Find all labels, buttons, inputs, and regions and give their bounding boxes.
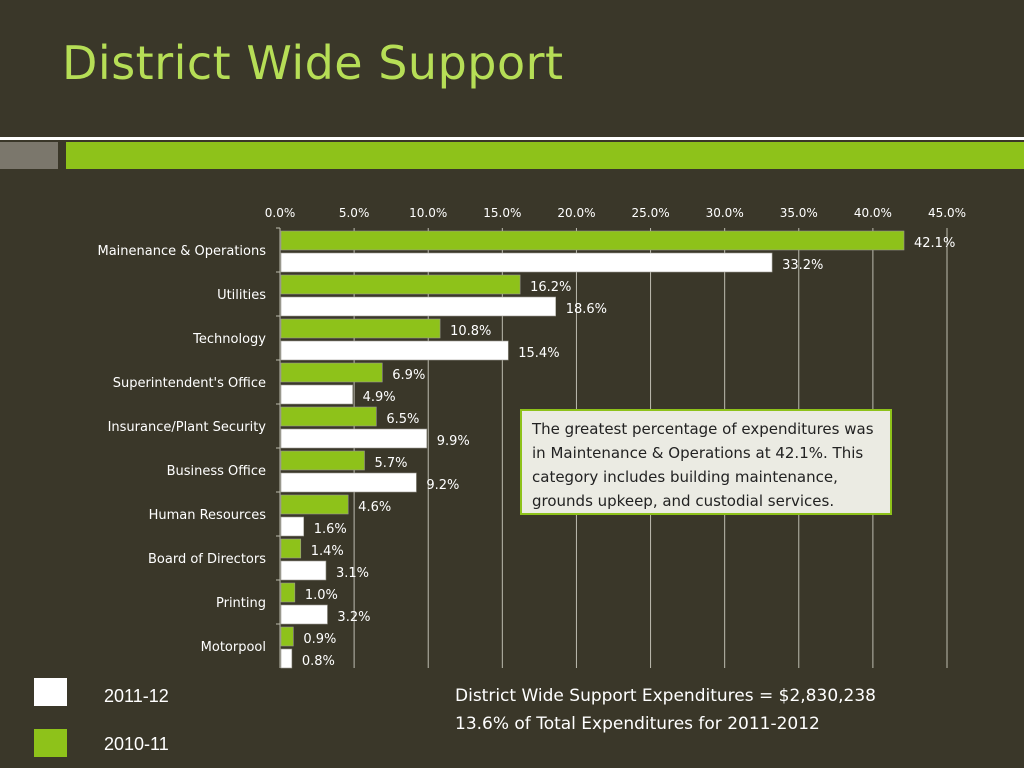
data-label: 1.0%	[305, 588, 338, 603]
bar-2011-12	[280, 428, 428, 449]
footnote-percent-of-total: 13.6% of Total Expenditures for 2011-201…	[455, 714, 820, 734]
data-label: 4.9%	[363, 390, 396, 405]
data-label: 4.6%	[358, 500, 391, 515]
bar-2011-12	[280, 296, 556, 317]
data-label: 3.1%	[336, 566, 369, 581]
footnote-total-expenditures: District Wide Support Expenditures = $2,…	[455, 686, 876, 706]
category-label: Board of Directors	[148, 552, 266, 567]
category-label: Superintendent's Office	[113, 376, 266, 391]
x-tick-label: 20.0%	[557, 206, 595, 220]
bar-2010-11	[280, 318, 441, 339]
bar-chart: 0.0% 5.0% 10.0% 15.0% 20.0% 25.0% 30.0% 35.0% 40…	[98, 206, 967, 669]
legend-label-2010-11: 2010-11	[104, 734, 169, 754]
bar-2011-12	[280, 516, 305, 537]
x-tick-label: 30.0%	[706, 206, 744, 220]
bar-2011-12	[280, 472, 417, 493]
bar-2010-11	[280, 538, 302, 559]
bar-2010-11	[280, 406, 377, 427]
data-label: 16.2%	[530, 280, 571, 295]
accent-block-gray	[0, 142, 58, 169]
category-label: Human Resources	[149, 508, 267, 523]
data-label: 0.8%	[302, 654, 335, 669]
slide-title: District Wide Support	[62, 36, 564, 90]
bar-2011-12	[280, 340, 509, 361]
x-tick-label: 10.0%	[409, 206, 447, 220]
data-label: 6.5%	[386, 412, 419, 427]
x-tick-label: 45.0%	[928, 206, 966, 220]
data-label: 18.6%	[566, 302, 607, 317]
x-tick-label: 35.0%	[780, 206, 818, 220]
legend-label-2011-12: 2011-12	[104, 686, 169, 706]
data-label: 42.1%	[914, 236, 955, 251]
x-tick-label: 40.0%	[854, 206, 892, 220]
bar-2011-12	[280, 384, 353, 405]
category-label: Business Office	[167, 464, 266, 479]
bar-2010-11	[280, 362, 383, 383]
category-label: Motorpool	[201, 640, 266, 655]
bar-2010-11	[280, 450, 365, 471]
category-label: Mainenance & Operations	[98, 244, 267, 259]
category-label: Printing	[216, 596, 266, 611]
category-label: Insurance/Plant Security	[108, 420, 267, 435]
data-label: 1.4%	[311, 544, 344, 559]
bar-2010-11	[280, 494, 349, 515]
accent-bar-green	[66, 142, 1024, 169]
data-label: 1.6%	[314, 522, 347, 537]
x-tick-label: 25.0%	[631, 206, 669, 220]
legend-swatch-2010-11	[34, 729, 67, 757]
x-tick-label: 15.0%	[483, 206, 521, 220]
category-label: Technology	[192, 332, 266, 347]
data-label: 15.4%	[518, 346, 559, 361]
bar-2010-11	[280, 626, 294, 647]
legend-swatch-2011-12	[34, 678, 67, 706]
footnote: District Wide Support Expenditures = $2,…	[455, 682, 876, 738]
data-label: 33.2%	[782, 258, 823, 273]
data-label: 5.7%	[374, 456, 407, 471]
bar-2010-11	[280, 274, 521, 295]
data-label: 0.9%	[303, 632, 336, 647]
data-label: 3.2%	[337, 610, 370, 625]
bar-2011-12	[280, 560, 327, 581]
bar-2010-11	[280, 230, 905, 251]
data-label: 6.9%	[392, 368, 425, 383]
data-label: 9.9%	[437, 434, 470, 449]
category-label: Utilities	[217, 288, 266, 303]
bar-2011-12	[280, 648, 293, 669]
callout-box: The greatest percentage of expenditures …	[520, 409, 892, 515]
x-tick-label: 5.0%	[339, 206, 370, 220]
bar-2011-12	[280, 604, 328, 625]
data-label: 10.8%	[450, 324, 491, 339]
callout-text: The greatest percentage of expenditures …	[532, 420, 874, 510]
x-tick-label: 0.0%	[265, 206, 296, 220]
data-label: 9.2%	[426, 478, 459, 493]
title-divider-line	[0, 137, 1024, 140]
bar-2011-12	[280, 252, 773, 273]
bar-2010-11	[280, 582, 296, 603]
